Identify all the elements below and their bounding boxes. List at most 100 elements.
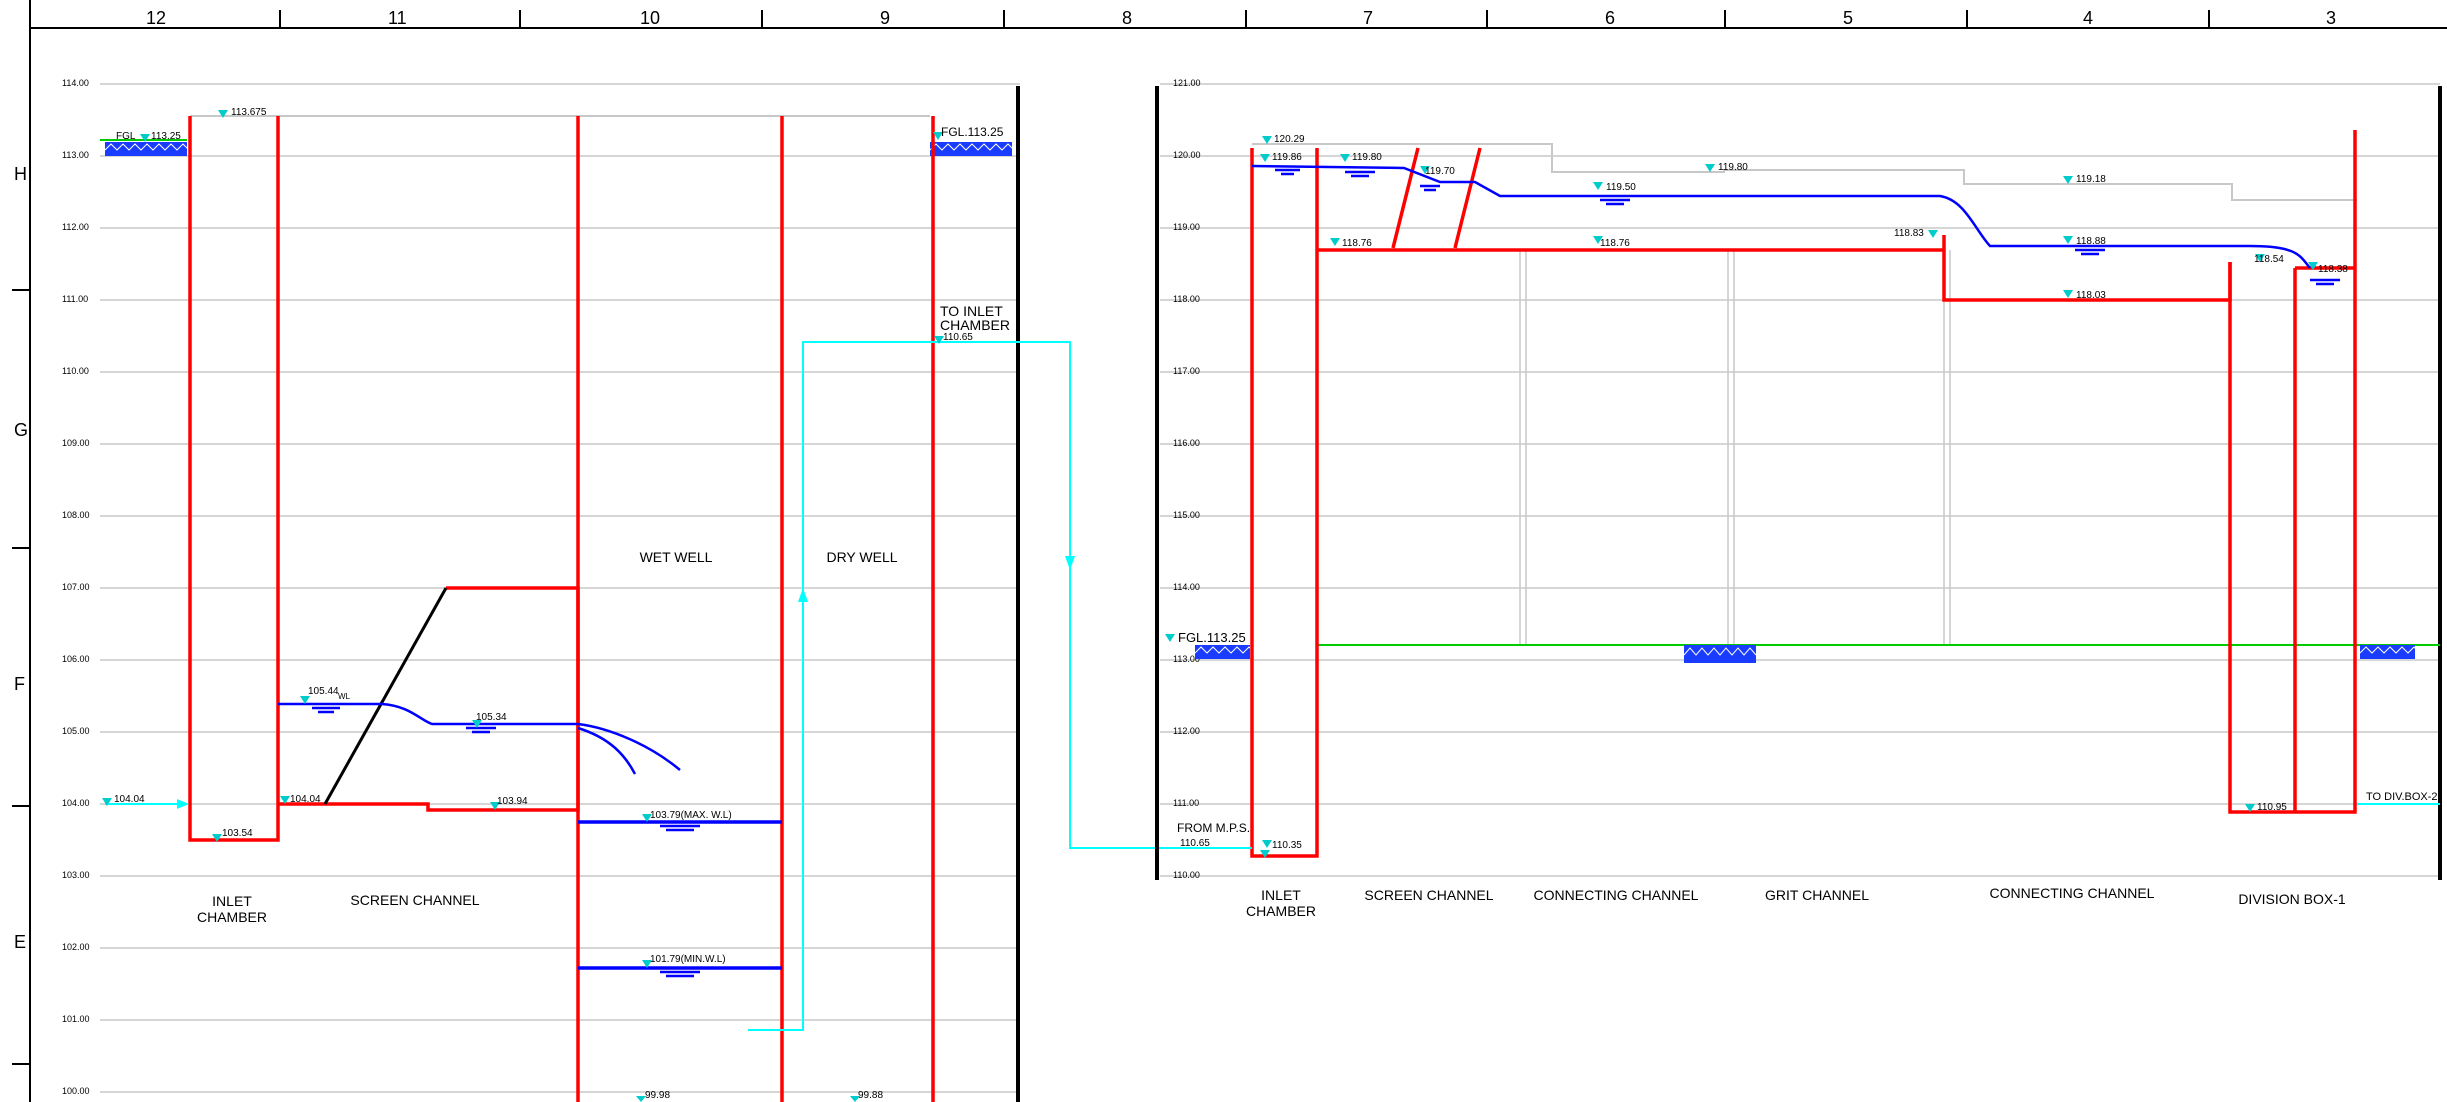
level-103: 103.00 xyxy=(62,870,90,880)
elev-fgl-right: FGL.113.25 xyxy=(941,125,1004,139)
label-wet-well: WET WELL xyxy=(640,549,713,565)
elev-bottom-a: 99.98 xyxy=(645,1090,670,1101)
label-inlet-chamber-line1: INLET xyxy=(212,893,252,909)
relev-grit-floor: 118.76 xyxy=(1600,238,1630,249)
rlevel-114: 114.00 xyxy=(1173,582,1200,592)
level-102: 102.00 xyxy=(62,942,90,952)
elev-screen-floor: 104.04 xyxy=(290,794,321,805)
rlabel-grit-channel: GRIT CHANNEL xyxy=(1765,887,1869,903)
relev-div-box-b: 118.38 xyxy=(2318,264,2348,275)
level-113: 113.00 xyxy=(62,150,89,160)
elev-inlet-floor: 103.54 xyxy=(222,828,253,839)
level-110: 110.00 xyxy=(62,366,89,376)
rlevel-112: 112.00 xyxy=(1173,726,1200,736)
right-structure xyxy=(1250,130,2357,858)
label-to-inlet-line1: TO INLET xyxy=(940,303,1003,319)
rlabel-inlet-chamber-line2: CHAMBER xyxy=(1246,903,1316,919)
rlabel-connecting-channel-2: CONNECTING CHANNEL xyxy=(1990,885,2155,901)
relev-step-level: 118.83 xyxy=(1894,228,1924,239)
level-106: 106.00 xyxy=(62,654,90,664)
rlevel-113: 113.00 xyxy=(1173,654,1200,664)
label-to-inlet-line2: CHAMBER xyxy=(940,317,1010,333)
elev-bottom-b: 99.88 xyxy=(858,1090,883,1101)
ruler-col-10: 10 xyxy=(640,8,660,28)
level-112: 112.00 xyxy=(62,222,89,232)
ruler-col-4: 4 xyxy=(2083,8,2093,28)
pipe-line xyxy=(1250,803,2440,849)
rlabel-connecting-channel-1: CONNECTING CHANNEL xyxy=(1534,887,1699,903)
relev-inlet-floor: 110.35 xyxy=(1272,840,1302,851)
left-profile: 114.00 113.00 112.00 111.00 110.00 109.0… xyxy=(62,78,1250,1102)
rlabel-inlet-chamber-line1: INLET xyxy=(1261,887,1301,903)
label-screen-channel: SCREEN CHANNEL xyxy=(350,892,479,908)
right-profile: 121.00 120.00 119.00 118.00 117.00 116.0… xyxy=(1155,78,2442,919)
rlevel-118: 118.00 xyxy=(1173,294,1200,304)
rlevel-121: 121.00 xyxy=(1173,78,1201,88)
elev-wl-screen: 105.44 xyxy=(308,686,339,697)
rlabel-screen-channel: SCREEN CHANNEL xyxy=(1364,887,1493,903)
level-108: 108.00 xyxy=(62,510,90,520)
level-111: 111.00 xyxy=(62,294,88,304)
rlevel-116: 116.00 xyxy=(1173,438,1200,448)
ruler-col-7: 7 xyxy=(1363,8,1373,28)
elev-fgl-left-tag: FGL xyxy=(116,131,136,142)
level-100: 100.00 xyxy=(62,1086,90,1096)
rlevel-120: 120.00 xyxy=(1173,150,1201,160)
level-105: 105.00 xyxy=(62,726,90,736)
pipe-line xyxy=(105,341,1250,1031)
soil-hatch-icon xyxy=(1194,645,2421,663)
elev-wl-wetwell: 105.34 xyxy=(476,712,507,723)
rlabel-to-divbox: TO DIV.BOX-2 xyxy=(2366,791,2438,803)
inverted-triangle-icon xyxy=(1165,136,2318,858)
rlevel-119: 119.00 xyxy=(1173,222,1200,232)
relev-wl-screen-2: 119.70 xyxy=(1425,166,1455,177)
level-107: 107.00 xyxy=(62,582,90,592)
elev-fgl-left: 113.25 xyxy=(151,131,181,142)
relev-wl-inlet: 119.86 xyxy=(1272,152,1302,163)
left-structure xyxy=(188,116,935,1102)
ruler-col-11: 11 xyxy=(388,8,407,28)
rlabel-division-box: DIVISION BOX-1 xyxy=(2238,891,2346,907)
elev-top-inlet: 113.675 xyxy=(231,107,267,118)
elev-to-inlet: 110.65 xyxy=(943,332,973,343)
label-dry-well: DRY WELL xyxy=(826,549,897,565)
inverted-triangle-icon xyxy=(102,110,944,1102)
relev-div-floor: 118.03 xyxy=(2076,290,2106,301)
ruler-row-H: H xyxy=(14,164,27,184)
water-level-icon xyxy=(278,702,782,978)
elev-min-wl: 101.79(MIN.W.L) xyxy=(650,954,726,965)
rlevel-115: 115.00 xyxy=(1173,510,1200,520)
relev-wl-div: 119.18 xyxy=(2076,174,2106,185)
relev-top-inlet: 120.29 xyxy=(1274,134,1305,145)
soil-hatch-icon xyxy=(104,142,1015,156)
level-114: 114.00 xyxy=(62,78,89,88)
elev-screen-floor-2: 103.94 xyxy=(497,796,528,807)
arrow-icon xyxy=(177,556,1075,809)
elev-inflow: 104.04 xyxy=(114,794,145,805)
elev-max-wl: 103.79(MAX. W.L) xyxy=(650,810,732,821)
elev-wl-tag: WL xyxy=(338,692,351,701)
drawing-frame: 12 11 10 9 8 7 6 5 4 3 H G F E xyxy=(12,0,2447,1102)
rlevel-111: 111.00 xyxy=(1173,798,1199,808)
label-inlet-chamber-line2: CHAMBER xyxy=(197,909,267,925)
relev-div-bottom: 110.95 xyxy=(2257,802,2287,813)
ruler-row-F: F xyxy=(14,674,25,694)
relev-wl-screen: 119.80 xyxy=(1352,152,1382,163)
relev-wl-connecting: 119.50 xyxy=(1606,182,1636,193)
rlabel-from-mps: FROM M.P.S. xyxy=(1177,821,1250,835)
relev-screen-floor: 118.76 xyxy=(1342,238,1372,249)
rlabel-fgl: FGL.113.25 xyxy=(1178,630,1246,645)
relev-from-mps: 110.65 xyxy=(1180,838,1210,849)
rlevel-117: 117.00 xyxy=(1173,366,1200,376)
relev-div-box-a: 118.54 xyxy=(2254,254,2284,265)
relev-grit-top: 119.80 xyxy=(1718,162,1748,173)
ruler-col-12: 12 xyxy=(146,8,166,28)
water-level-icon xyxy=(1251,164,2340,286)
rlevel-110: 110.00 xyxy=(1173,870,1200,880)
ruler-col-8: 8 xyxy=(1122,8,1132,28)
relev-div-wl: 118.88 xyxy=(2076,236,2106,247)
level-104: 104.00 xyxy=(62,798,90,808)
ruler-row-E: E xyxy=(14,932,26,952)
ruler-col-5: 5 xyxy=(1843,8,1853,28)
level-109: 109.00 xyxy=(62,438,90,448)
